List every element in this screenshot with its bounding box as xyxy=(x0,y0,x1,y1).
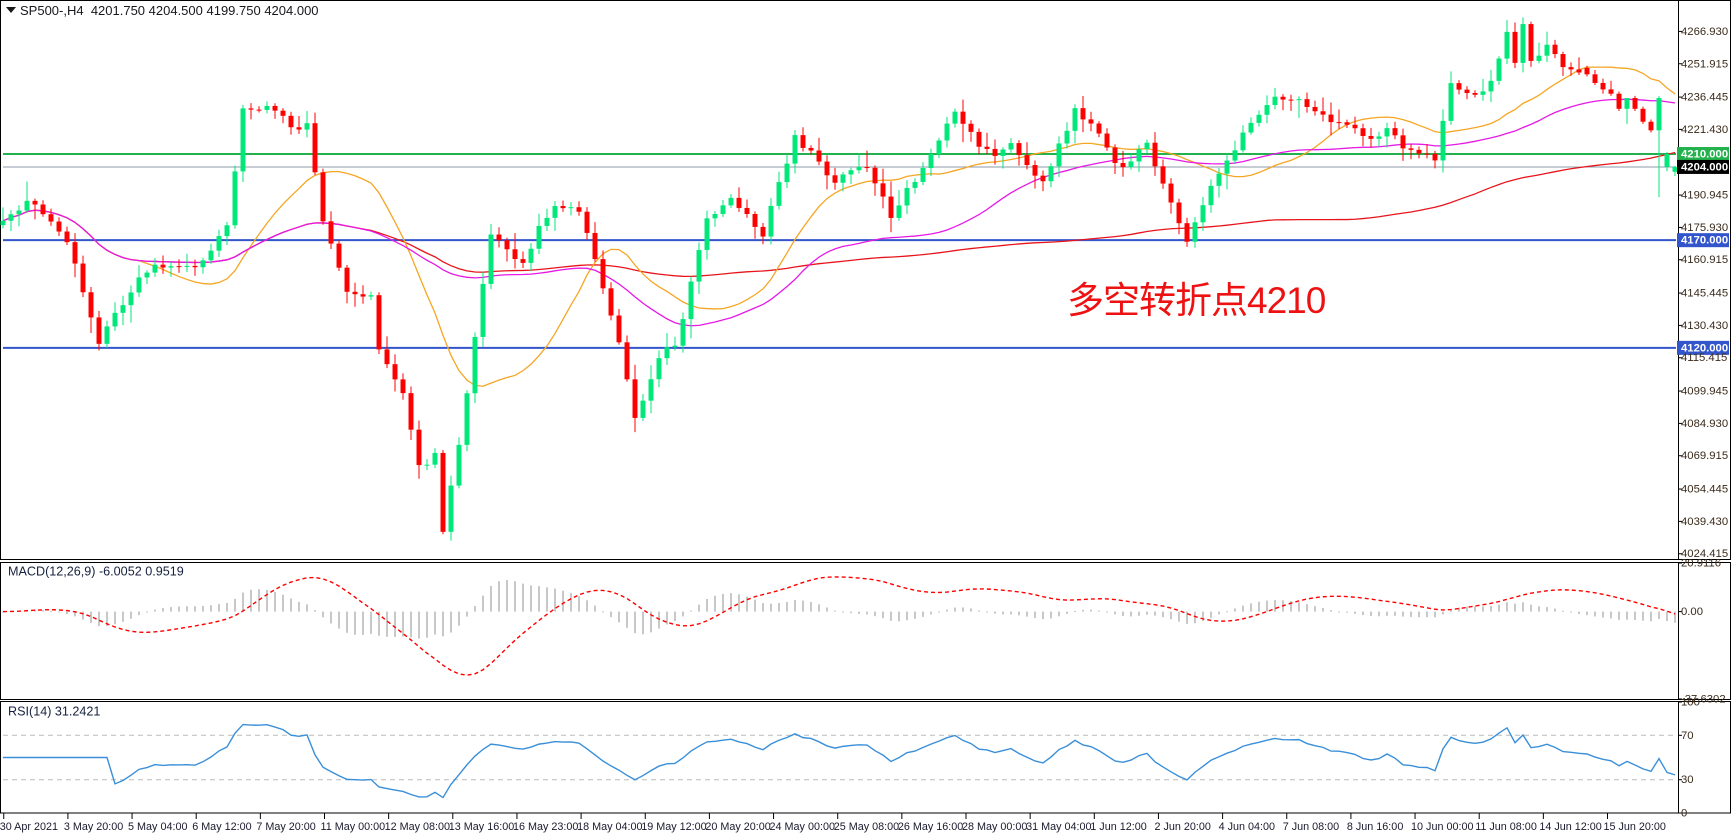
svg-text:12 May 08:00: 12 May 08:00 xyxy=(385,821,450,833)
svg-text:4160.915: 4160.915 xyxy=(1681,254,1728,266)
svg-text:28 May 00:00: 28 May 00:00 xyxy=(962,821,1027,833)
svg-text:4054.445: 4054.445 xyxy=(1681,484,1728,496)
svg-text:30 Apr 2021: 30 Apr 2021 xyxy=(0,821,58,833)
svg-text:2 Jun 20:00: 2 Jun 20:00 xyxy=(1154,821,1210,833)
svg-text:4145.445: 4145.445 xyxy=(1681,288,1728,300)
svg-text:0: 0 xyxy=(1681,808,1687,820)
svg-text:RSI(14) 31.2421: RSI(14) 31.2421 xyxy=(8,705,100,719)
svg-text:3 May 20:00: 3 May 20:00 xyxy=(64,821,123,833)
svg-text:20 May 20:00: 20 May 20:00 xyxy=(705,821,770,833)
svg-text:4130.430: 4130.430 xyxy=(1681,320,1728,332)
svg-text:13 May 16:00: 13 May 16:00 xyxy=(449,821,514,833)
svg-text:4210.000: 4210.000 xyxy=(1681,149,1728,161)
svg-text:18 May 04:00: 18 May 04:00 xyxy=(577,821,642,833)
svg-text:4115.415: 4115.415 xyxy=(1681,352,1727,364)
svg-text:4175.930: 4175.930 xyxy=(1681,222,1728,234)
svg-text:24 May 00:00: 24 May 00:00 xyxy=(770,821,835,833)
svg-text:4084.930: 4084.930 xyxy=(1681,418,1728,430)
svg-text:100: 100 xyxy=(1681,697,1700,709)
svg-text:4221.430: 4221.430 xyxy=(1681,124,1728,136)
svg-text:31 May 04:00: 31 May 04:00 xyxy=(1026,821,1091,833)
svg-text:4 Jun 04:00: 4 Jun 04:00 xyxy=(1219,821,1275,833)
svg-text:19 May 12:00: 19 May 12:00 xyxy=(641,821,706,833)
svg-text:4204.000: 4204.000 xyxy=(1681,161,1728,173)
svg-text:11 May 00:00: 11 May 00:00 xyxy=(321,821,386,833)
svg-text:MACD(12,26,9) -6.0052 0.9519: MACD(12,26,9) -6.0052 0.9519 xyxy=(8,565,184,579)
svg-text:4069.915: 4069.915 xyxy=(1681,450,1728,462)
svg-text:0.00: 0.00 xyxy=(1681,606,1703,618)
svg-text:11 Jun 08:00: 11 Jun 08:00 xyxy=(1475,821,1537,833)
svg-text:10 Jun 00:00: 10 Jun 00:00 xyxy=(1411,821,1473,833)
svg-text:6 May 12:00: 6 May 12:00 xyxy=(192,821,251,833)
svg-text:20.9116: 20.9116 xyxy=(1681,558,1721,570)
svg-text:16 May 23:00: 16 May 23:00 xyxy=(513,821,578,833)
svg-text:5 May 04:00: 5 May 04:00 xyxy=(128,821,187,833)
svg-text:4251.915: 4251.915 xyxy=(1681,58,1728,70)
svg-text:4266.930: 4266.930 xyxy=(1681,26,1728,38)
svg-text:4170.000: 4170.000 xyxy=(1681,235,1728,247)
svg-text:4039.430: 4039.430 xyxy=(1681,516,1728,528)
svg-text:25 May 08:00: 25 May 08:00 xyxy=(834,821,899,833)
svg-text:15 Jun 20:00: 15 Jun 20:00 xyxy=(1604,821,1666,833)
svg-text:30: 30 xyxy=(1681,774,1694,786)
svg-text:4236.445: 4236.445 xyxy=(1681,92,1728,104)
svg-text:7 Jun 08:00: 7 Jun 08:00 xyxy=(1283,821,1339,833)
svg-text:4099.945: 4099.945 xyxy=(1681,386,1728,398)
svg-text:7 May 20:00: 7 May 20:00 xyxy=(256,821,315,833)
svg-text:1 Jun 12:00: 1 Jun 12:00 xyxy=(1090,821,1146,833)
svg-text:70: 70 xyxy=(1681,730,1694,742)
svg-text:14 Jun 12:00: 14 Jun 12:00 xyxy=(1539,821,1601,833)
svg-text:26 May 16:00: 26 May 16:00 xyxy=(898,821,963,833)
svg-text:4190.945: 4190.945 xyxy=(1681,190,1728,202)
svg-text:8 Jun 16:00: 8 Jun 16:00 xyxy=(1347,821,1403,833)
